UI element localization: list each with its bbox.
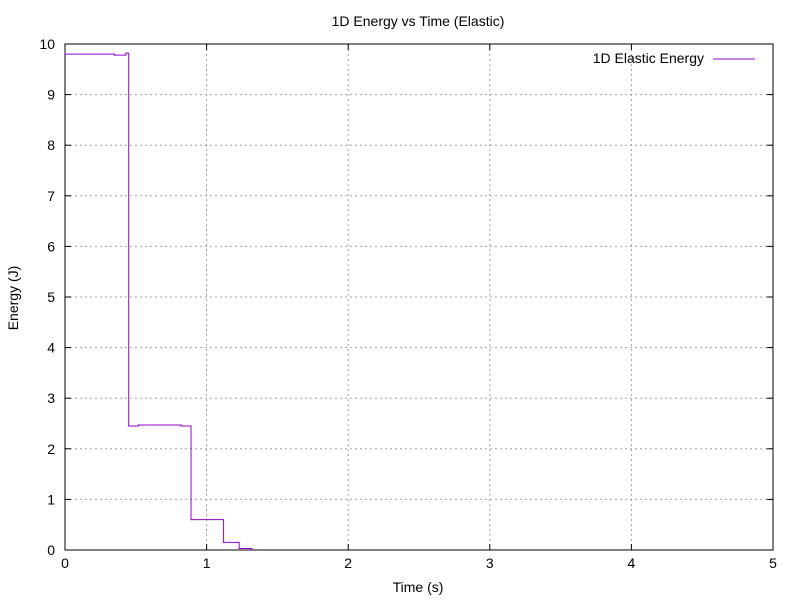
x-tick-label: 5 [769, 555, 777, 571]
x-tick-label: 3 [486, 555, 494, 571]
data-point [113, 54, 116, 56]
y-tick-label: 2 [47, 441, 55, 457]
x-tick-label: 1 [203, 555, 211, 571]
data-point [135, 425, 137, 427]
data-point [180, 425, 182, 427]
data-point [190, 519, 192, 521]
chart-title: 1D Energy vs Time (Elastic) [332, 13, 505, 29]
y-tick-label: 10 [39, 36, 55, 52]
y-tick-label: 8 [47, 137, 55, 153]
x-tick-label: 0 [61, 555, 69, 571]
tick-labels: 0 1 2 3 4 5 0 1 2 3 4 5 6 7 8 9 10 [39, 36, 777, 571]
grid-lines [65, 44, 773, 550]
y-tick-label: 5 [47, 289, 55, 305]
axes [64, 43, 774, 551]
x-tick-label: 4 [628, 555, 636, 571]
series-line-elastic-energy [65, 52, 253, 550]
legend: 1D Elastic Energy [593, 50, 755, 66]
data-point [64, 53, 66, 55]
y-axis-label: Energy (J) [5, 266, 21, 331]
data-point [222, 541, 225, 544]
data-point [128, 425, 130, 427]
y-tick-label: 3 [47, 390, 55, 406]
data-series [64, 52, 253, 551]
x-axis-label: Time (s) [393, 579, 444, 595]
data-point [238, 547, 240, 550]
y-tick-label: 7 [47, 188, 55, 204]
data-point [251, 549, 253, 551]
y-tick-label: 0 [47, 542, 55, 558]
y-tick-label: 9 [47, 87, 55, 103]
x-tick-label: 2 [344, 555, 352, 571]
y-tick-label: 4 [47, 340, 55, 356]
data-point [138, 424, 140, 426]
y-tick-label: 6 [47, 238, 55, 254]
legend-label-elastic-energy: 1D Elastic Energy [593, 50, 704, 66]
y-tick-label: 1 [47, 491, 55, 507]
data-point [125, 52, 127, 54]
